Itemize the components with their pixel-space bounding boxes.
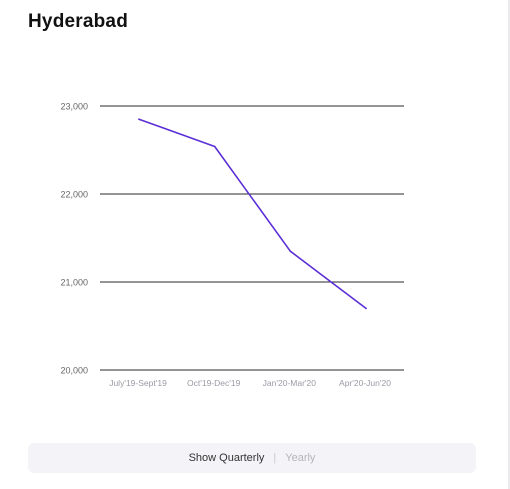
y-axis-ticks: 20,000 21,000 22,000 23,000 [60,102,88,376]
x-axis-ticks: July'19-Sept'19 Oct'19-Dec'19 Jan'20-Mar'2… [109,378,391,388]
x-tick-label: Oct'19-Dec'19 [187,378,241,388]
x-tick-label: July'19-Sept'19 [109,378,167,388]
period-toggle: Show Quarterly | Yearly [28,443,476,473]
chart-title: Hyderabad [28,11,129,32]
grid-lines [100,105,404,371]
x-tick-label: Jan'20-Mar'20 [263,378,317,388]
data-point [213,145,216,148]
yearly-option[interactable]: Yearly [285,452,316,464]
y-tick-label: 23,000 [60,102,88,112]
data-point [365,307,367,310]
line-chart: 20,000 21,000 22,000 23,000 July'19-Sept'19… [60,102,404,388]
series-line [138,118,367,310]
data-point [138,118,140,120]
y-tick-label: 20,000 [60,366,88,376]
x-tick-label: Apr'20-Jun'20 [339,378,391,388]
data-point [289,250,292,252]
y-tick-label: 21,000 [60,278,88,288]
y-tick-label: 22,000 [60,190,88,200]
series-layer [138,118,367,310]
show-quarterly-option[interactable]: Show Quarterly [188,452,265,464]
toggle-separator: | [273,452,277,464]
